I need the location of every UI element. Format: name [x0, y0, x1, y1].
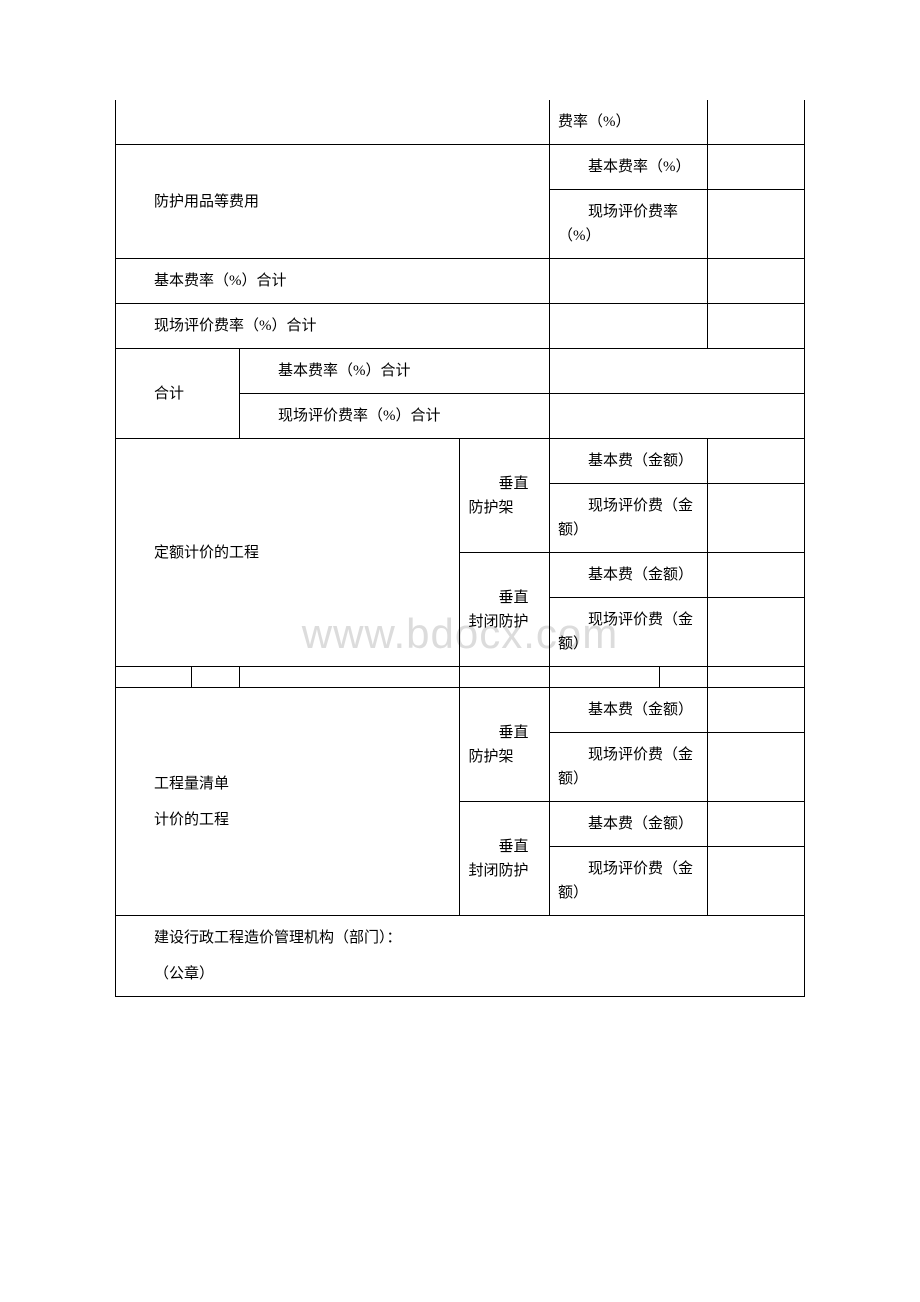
cell-value	[708, 259, 805, 304]
cell-value	[708, 190, 805, 259]
cell-value	[708, 100, 805, 145]
footer-line2: （公章）	[124, 962, 796, 986]
cell-value	[550, 304, 708, 349]
cell-blank	[708, 667, 805, 688]
cell-value	[708, 688, 805, 733]
bill-line1: 工程量清单	[124, 772, 451, 796]
cell-blank	[191, 667, 239, 688]
cell-vertical-guard: 垂直防护架	[460, 688, 550, 802]
cell-total-eval: 现场评价费率（%）合计	[240, 394, 550, 439]
table-row	[116, 667, 805, 688]
cell-eval-fee: 现场评价费（金额）	[550, 847, 708, 916]
table-row: 费率（%）	[116, 100, 805, 145]
cell-value	[550, 259, 708, 304]
table-row: 工程量清单 计价的工程 垂直防护架 基本费（金额）	[116, 688, 805, 733]
footer-line1: 建设行政工程造价管理机构（部门）：	[124, 926, 796, 950]
cell-vertical-guard: 垂直防护架	[460, 439, 550, 553]
cell-value	[550, 349, 805, 394]
cell-vertical-closed: 垂直封闭防护	[460, 802, 550, 916]
cell-value	[708, 439, 805, 484]
cell-total-main: 合计	[116, 349, 240, 439]
cell-basic-fee: 基本费（金额）	[550, 553, 708, 598]
cell-basic-total: 基本费率（%）合计	[116, 259, 550, 304]
cell-value	[708, 145, 805, 190]
cell-basic-fee: 基本费（金额）	[550, 688, 708, 733]
cell-blank	[550, 667, 660, 688]
cell-value	[708, 553, 805, 598]
table-row: 定额计价的工程 垂直防护架 基本费（金额）	[116, 439, 805, 484]
table-wrapper: 费率（%） 防护用品等费用 基本费率（%） 现场评价费率（%） 基本费率（%）合…	[115, 100, 805, 997]
cell-value	[708, 733, 805, 802]
cell-eval-total: 现场评价费率（%）合计	[116, 304, 550, 349]
cell-vertical-closed: 垂直封闭防护	[460, 553, 550, 667]
cell-quota-pricing: 定额计价的工程	[116, 439, 460, 667]
cell-value	[708, 304, 805, 349]
cell-value	[550, 394, 805, 439]
cell-eval-fee: 现场评价费（金额）	[550, 598, 708, 667]
cell-eval-fee: 现场评价费（金额）	[550, 733, 708, 802]
cell-basic-rate: 基本费率（%）	[550, 145, 708, 190]
cell-rate-label: 费率（%）	[550, 100, 708, 145]
cell-blank	[116, 667, 192, 688]
fee-table: 费率（%） 防护用品等费用 基本费率（%） 现场评价费率（%） 基本费率（%）合…	[115, 100, 805, 997]
cell-value	[708, 598, 805, 667]
cell-blank	[116, 100, 550, 145]
cell-value	[708, 847, 805, 916]
cell-footer: 建设行政工程造价管理机构（部门）： （公章）	[116, 916, 805, 997]
cell-blank	[660, 667, 708, 688]
cell-value	[708, 484, 805, 553]
table-row: 防护用品等费用 基本费率（%）	[116, 145, 805, 190]
bill-line2: 计价的工程	[124, 808, 451, 832]
cell-bill-pricing: 工程量清单 计价的工程	[116, 688, 460, 916]
table-row: 基本费率（%）合计	[116, 259, 805, 304]
table-row: 现场评价费率（%）合计	[116, 304, 805, 349]
cell-basic-fee: 基本费（金额）	[550, 439, 708, 484]
cell-value	[708, 802, 805, 847]
cell-total-basic: 基本费率（%）合计	[240, 349, 550, 394]
cell-basic-fee: 基本费（金额）	[550, 802, 708, 847]
cell-eval-rate: 现场评价费率（%）	[550, 190, 708, 259]
cell-eval-fee: 现场评价费（金额）	[550, 484, 708, 553]
cell-protective-label: 防护用品等费用	[116, 145, 550, 259]
table-row: 建设行政工程造价管理机构（部门）： （公章）	[116, 916, 805, 997]
cell-blank	[460, 667, 550, 688]
table-row: 合计 基本费率（%）合计	[116, 349, 805, 394]
cell-blank	[240, 667, 460, 688]
